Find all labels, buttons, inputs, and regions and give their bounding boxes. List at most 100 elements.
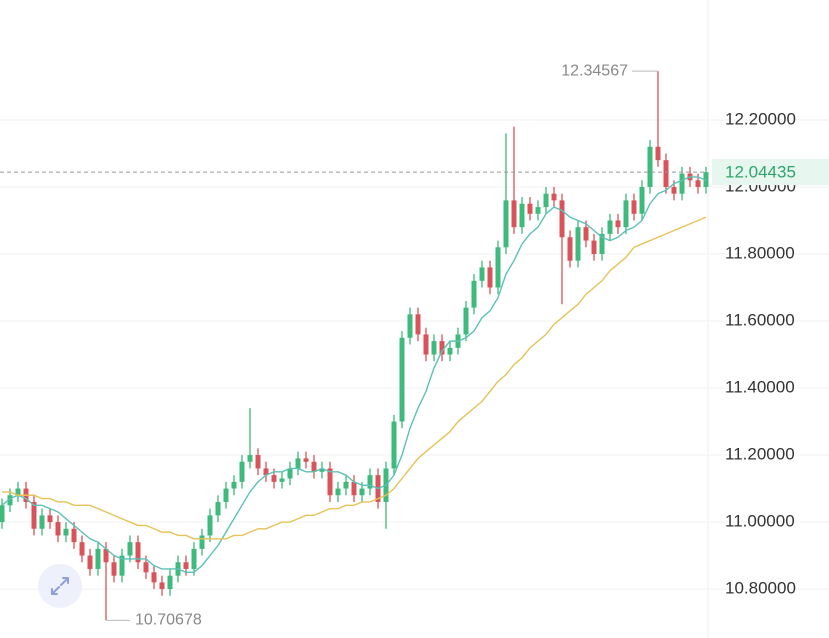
candle-body xyxy=(407,314,413,338)
candle-body xyxy=(655,146,661,161)
candle-body xyxy=(615,220,621,228)
candle-body xyxy=(607,220,613,234)
candle-body xyxy=(31,501,37,529)
candle-body xyxy=(519,203,525,228)
candle-body xyxy=(663,160,669,187)
candle-body xyxy=(327,468,333,496)
candle-body xyxy=(479,267,485,281)
candle-body xyxy=(39,515,45,529)
y-tick-label: 11.60000 xyxy=(725,310,795,329)
candle-body xyxy=(583,227,589,241)
candle-body xyxy=(55,522,61,536)
candle-body xyxy=(63,528,69,536)
candle-body xyxy=(47,515,53,523)
candle-body xyxy=(423,334,429,355)
candle-body xyxy=(135,542,141,563)
candle-body xyxy=(255,455,261,469)
candle-body xyxy=(319,468,325,472)
candle-body xyxy=(575,227,581,261)
labels: 10.80000 11.00000 11.20000 11.40000 11.60000… xyxy=(0,62,829,629)
max-label: 12.34567 xyxy=(561,62,628,79)
candle-body xyxy=(151,572,157,583)
candle-body xyxy=(399,337,405,422)
candle-body xyxy=(7,495,13,506)
candle-body xyxy=(127,542,133,556)
candle-body xyxy=(287,468,293,479)
candle-body xyxy=(295,458,301,469)
candle-body xyxy=(623,200,629,228)
candle-body xyxy=(495,247,501,288)
candle-body xyxy=(471,280,477,308)
candle-body xyxy=(111,562,117,576)
candle-body xyxy=(679,173,685,194)
y-tick-label: 11.00000 xyxy=(725,512,795,531)
candle-body xyxy=(343,481,349,489)
candle-body xyxy=(0,505,5,523)
candle-body xyxy=(311,461,317,472)
candle-body xyxy=(263,468,269,476)
candle-body xyxy=(351,481,357,496)
candle-body xyxy=(599,233,605,254)
marks xyxy=(0,71,709,621)
candle-body xyxy=(271,475,277,482)
candle-body xyxy=(447,347,453,355)
expand-button-bg[interactable] xyxy=(38,564,82,608)
candle-body xyxy=(671,186,677,194)
expand-icon[interactable] xyxy=(51,577,69,595)
y-tick-label: 12.20000 xyxy=(725,109,796,128)
candle-body xyxy=(551,193,557,201)
candle-body xyxy=(463,307,469,335)
candle-body xyxy=(207,515,213,536)
grid xyxy=(0,119,829,590)
candle-body xyxy=(567,237,573,261)
candle-body xyxy=(367,475,373,489)
candle-body xyxy=(279,478,285,482)
candle-body xyxy=(647,146,653,187)
last-price-label: 12.04435 xyxy=(725,163,796,182)
candle-body xyxy=(391,421,397,469)
candle-body xyxy=(231,481,237,489)
candle-body xyxy=(247,455,253,462)
candle-body xyxy=(199,535,205,549)
candle-body xyxy=(79,542,85,556)
y-tick-label: 11.40000 xyxy=(725,378,795,397)
candle-body xyxy=(215,501,221,516)
candle-body xyxy=(439,341,445,355)
candle-body xyxy=(143,562,149,573)
candle-body xyxy=(223,488,229,502)
candle-body xyxy=(335,488,341,496)
candle-body xyxy=(503,200,509,248)
candle-body xyxy=(239,461,245,482)
candle-body xyxy=(95,548,101,569)
ma-line xyxy=(1,176,707,574)
candle-body xyxy=(511,200,517,228)
ma-line xyxy=(2,216,707,540)
candle-body xyxy=(71,528,77,543)
candle-body xyxy=(119,555,125,576)
candle-body xyxy=(159,582,165,590)
candle-body xyxy=(191,548,197,569)
candle-body xyxy=(431,341,437,355)
candle-body xyxy=(631,200,637,214)
candle-body xyxy=(559,200,565,238)
y-tick-label: 11.20000 xyxy=(725,445,795,464)
candle-body xyxy=(535,207,541,214)
min-label: 10.70678 xyxy=(135,612,202,629)
candle-body xyxy=(527,203,533,214)
candle-body xyxy=(487,267,493,288)
candle-body xyxy=(183,562,189,569)
candle-body xyxy=(695,180,701,187)
candle-body xyxy=(543,193,549,208)
candle-body xyxy=(591,240,597,254)
candle-body xyxy=(359,488,365,496)
candle-body xyxy=(103,548,109,563)
y-tick-label: 10.80000 xyxy=(725,579,796,598)
candle-body xyxy=(303,458,309,462)
candle-body xyxy=(87,555,93,569)
candle-body xyxy=(639,186,645,214)
y-tick-label: 11.80000 xyxy=(725,243,795,262)
last-price-box xyxy=(712,159,829,186)
expand-button[interactable] xyxy=(38,564,82,608)
